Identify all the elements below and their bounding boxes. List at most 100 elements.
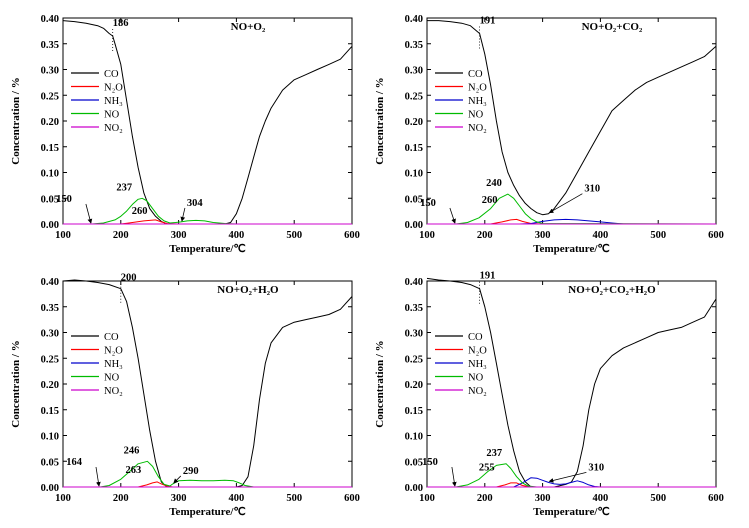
chart-panel-4: 100 200 300 400 500 600 0.00 0.05 0.10 0.15 0.20 0.… [374,271,724,518]
y-axis-title: Concentration / % [374,340,386,427]
annotation-label: 186 [113,18,129,29]
y-tick-label: 0.20 [405,117,423,128]
panel-title: NO+O₂+H₂O [217,284,279,296]
x-tick-label: 100 [419,230,435,241]
legend-label: NH₃ [468,359,487,370]
annotation-arrow [180,207,186,222]
x-tick-label: 300 [535,230,551,241]
annotation-arrow [449,207,456,224]
y-tick-label: 0.40 [41,14,59,25]
annotation-label: 150 [56,194,72,205]
plot-frame [62,17,353,225]
legend-label: N₂O [468,83,487,94]
x-tick-label: 300 [535,493,551,504]
legend-label: CO [104,332,119,343]
x-axis-title: Temperature/℃ [169,506,246,518]
annotation-label: 304 [187,198,204,209]
y-tick-label: 0.25 [41,91,59,102]
legend-label: CO [468,332,483,343]
legend-label: CO [468,69,483,80]
legend-label: NO [468,110,484,121]
y-tick-label: 0.15 [405,406,423,417]
x-tick-label: 400 [229,230,245,241]
plot-frame [426,280,717,488]
y-tick-label: 0.10 [405,432,423,443]
series-line-no [427,463,716,488]
x-tick-label: 600 [344,493,360,504]
y-axis-title: Concentration / % [374,77,386,164]
series-line-co [62,279,353,488]
y-tick-label: 0.30 [41,66,59,77]
y-axis-title: Concentration / % [10,340,22,427]
x-tick-label: 600 [708,493,724,504]
x-tick-label: 400 [229,493,245,504]
x-tick-label: 200 [113,230,129,241]
annotation-label: 290 [183,466,199,477]
legend-label: NO [104,373,120,384]
y-tick-label: 0.05 [405,457,423,468]
annotation-arrow [451,466,457,487]
legend-label: N₂O [104,83,123,94]
y-tick-label: 0.30 [405,66,423,77]
x-axis-title: Temperature/℃ [533,506,610,518]
x-axis-title: Temperature/℃ [169,243,246,255]
panel-title: NO+O₂ [231,21,266,33]
annotation-label: 200 [121,273,137,284]
series-line-no [63,460,352,488]
x-tick-label: 400 [593,493,609,504]
legend-label: N₂O [468,346,487,357]
x-tick-label: 600 [708,230,724,241]
y-tick-label: 0.40 [405,14,423,25]
y-tick-label: 0.35 [405,303,423,314]
annotation-label: 255 [479,463,495,474]
y-tick-label: 0.20 [41,117,59,128]
y-tick-label: 0.05 [41,457,59,468]
y-tick-label: 0.20 [41,380,59,391]
legend-label: NO₂ [104,123,123,134]
annotation-label: 263 [125,465,141,476]
plot-frame [62,280,353,488]
annotation-label: 310 [588,462,604,473]
annotation-label: 240 [486,178,502,189]
y-axis-title: Concentration / % [10,77,22,164]
y-tick-label: 0.25 [405,91,423,102]
series-line-no [63,197,352,225]
y-tick-label: 0.10 [405,169,423,180]
legend-label: CO [104,69,119,80]
x-tick-label: 300 [171,230,187,241]
y-tick-label: 0.40 [405,277,423,288]
y-tick-label: 0.40 [41,277,59,288]
legend-label: NO₂ [468,123,487,134]
y-tick-label: 0.25 [41,354,59,365]
y-tick-label: 0.00 [41,220,59,231]
x-tick-label: 100 [55,493,71,504]
annotation-label: 191 [480,15,496,26]
annotation-arrow [85,203,93,224]
plot-frame [426,17,717,225]
annotation-label: 150 [422,457,438,468]
legend-label: NO₂ [468,386,487,397]
legend-label: NO [468,373,484,384]
annotation-label: 164 [66,457,83,468]
x-tick-label: 200 [477,493,493,504]
x-tick-label: 500 [650,230,666,241]
x-tick-label: 400 [593,230,609,241]
annotation-arrow [173,475,182,484]
y-tick-label: 0.30 [41,329,59,340]
legend-label: NH₃ [104,359,123,370]
y-tick-label: 0.25 [405,354,423,365]
legend-label: NO [104,110,120,121]
x-tick-label: 100 [419,493,435,504]
y-tick-label: 0.05 [41,194,59,205]
series-line-co [427,20,717,216]
chart-panel-1: 100 200 300 400 500 600 0.00 0.05 0.10 0.15 0.20 0.… [10,14,360,255]
x-tick-label: 100 [55,230,71,241]
annotation-label: 310 [584,184,600,195]
panel-title: NO+O₂+CO₂+H₂O [568,284,656,296]
y-tick-label: 0.00 [41,483,59,494]
y-tick-label: 0.20 [405,380,423,391]
y-tick-label: 0.35 [41,303,59,314]
x-axis-title: Temperature/℃ [533,243,610,255]
legend-label: NO₂ [104,386,123,397]
